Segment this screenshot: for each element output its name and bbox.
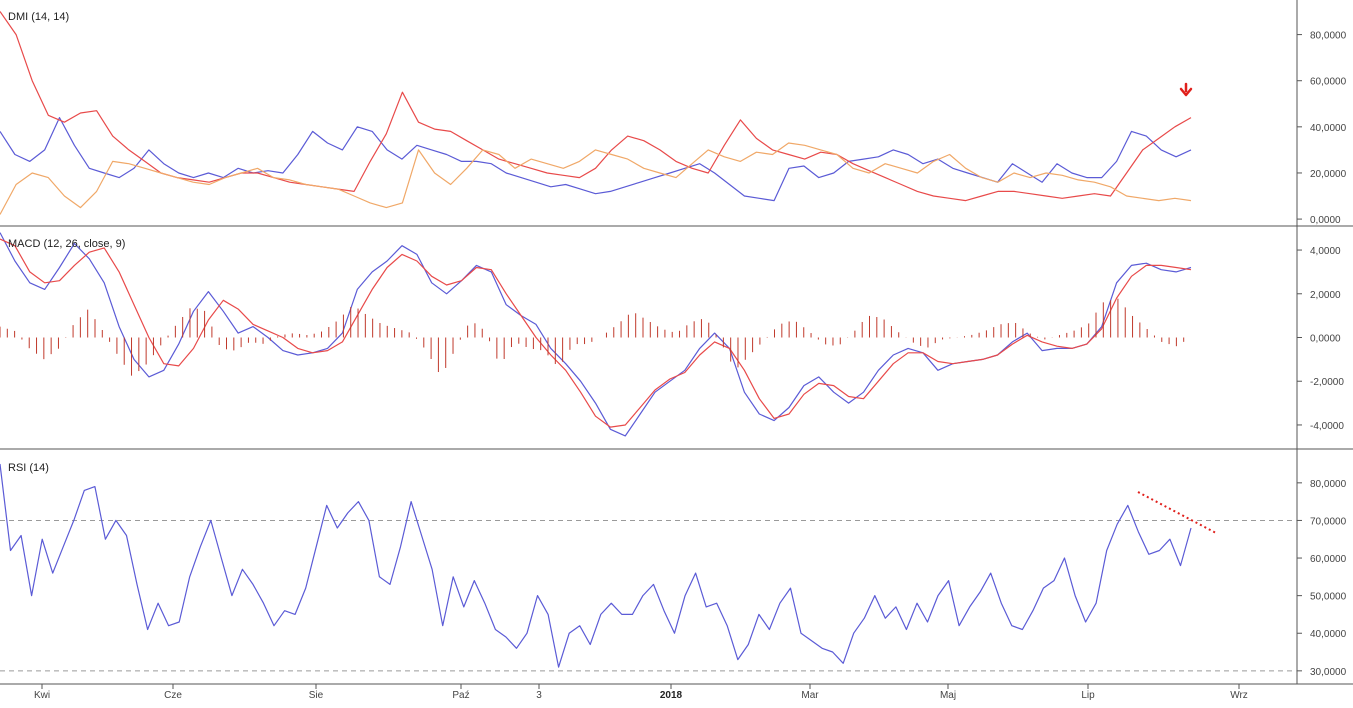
y-tick-label: 40,0000: [1310, 123, 1347, 134]
x-tick-label: Lip: [1081, 690, 1095, 701]
macd-panel-title: MACD (12, 26, close, 9): [8, 238, 125, 250]
y-tick-label: -4,0000: [1310, 421, 1344, 432]
series-line-blue: [0, 232, 1192, 437]
panel-2: 80,0000 70,0000 60,0000 50,0000 40,0000 30,00…: [0, 463, 1347, 678]
x-tick-label: Cze: [164, 690, 182, 701]
x-tick-label: 3: [536, 690, 542, 701]
x-tick-label: Mar: [801, 690, 819, 701]
y-tick-label: 50,0000: [1310, 592, 1347, 603]
y-tick-label: 70,0000: [1310, 516, 1347, 527]
series-line-orange: [0, 142, 1192, 215]
chart-frame: [0, 0, 1353, 685]
series-line-blue: [0, 463, 1192, 668]
x-tick-label: Wrz: [1230, 690, 1248, 701]
down-arrow-icon: [1179, 82, 1193, 97]
y-tick-label: 40,0000: [1310, 629, 1347, 640]
y-tick-label: 4,0000: [1310, 246, 1341, 257]
series-line-blue: [0, 117, 1192, 202]
x-tick-label: Sie: [309, 690, 324, 701]
y-tick-label: 0,0000: [1310, 334, 1341, 345]
y-tick-label: 80,0000: [1310, 479, 1347, 490]
rsi-trendline: [1137, 491, 1217, 534]
x-axis: Kwi Cze Sie Paź 3 2018 Mar Maj Lip Wrz: [34, 684, 1248, 701]
dmi-panel-title: DMI (14, 14): [8, 11, 69, 23]
y-tick-label: 30,0000: [1310, 667, 1347, 678]
panel-1: 4,0000 2,0000 0,0000 -2,0000 -4,0000: [0, 232, 1344, 437]
panel-0: 80,0000 60,0000 40,0000 20,0000 0,0000: [0, 11, 1347, 226]
y-tick-label: 60,0000: [1310, 554, 1347, 565]
x-tick-label: 2018: [660, 690, 683, 701]
rsi-panel-title: RSI (14): [8, 462, 49, 474]
series-line-red: [0, 11, 1192, 202]
y-tick-label: 0,0000: [1310, 215, 1341, 226]
y-tick-label: 80,0000: [1310, 31, 1347, 42]
x-tick-label: Paź: [452, 690, 469, 701]
y-tick-label: 2,0000: [1310, 290, 1341, 301]
x-tick-label: Maj: [940, 690, 956, 701]
x-tick-label: Kwi: [34, 690, 50, 701]
series-line-red: [0, 238, 1192, 428]
y-tick-label: 20,0000: [1310, 169, 1347, 180]
y-tick-label: -2,0000: [1310, 377, 1344, 388]
y-tick-label: 60,0000: [1310, 77, 1347, 88]
